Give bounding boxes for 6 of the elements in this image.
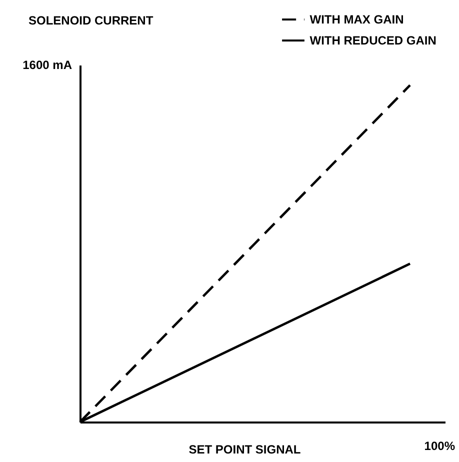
y-axis-title: SOLENOID CURRENT [28,14,154,28]
x-axis-title: SET POINT SIGNAL [188,442,301,456]
legend-label: WITH REDUCED GAIN [310,34,436,48]
text: 100% [424,439,456,453]
legend-label: WITH MAX GAIN [310,12,404,26]
text: 1600 mA [22,58,72,72]
